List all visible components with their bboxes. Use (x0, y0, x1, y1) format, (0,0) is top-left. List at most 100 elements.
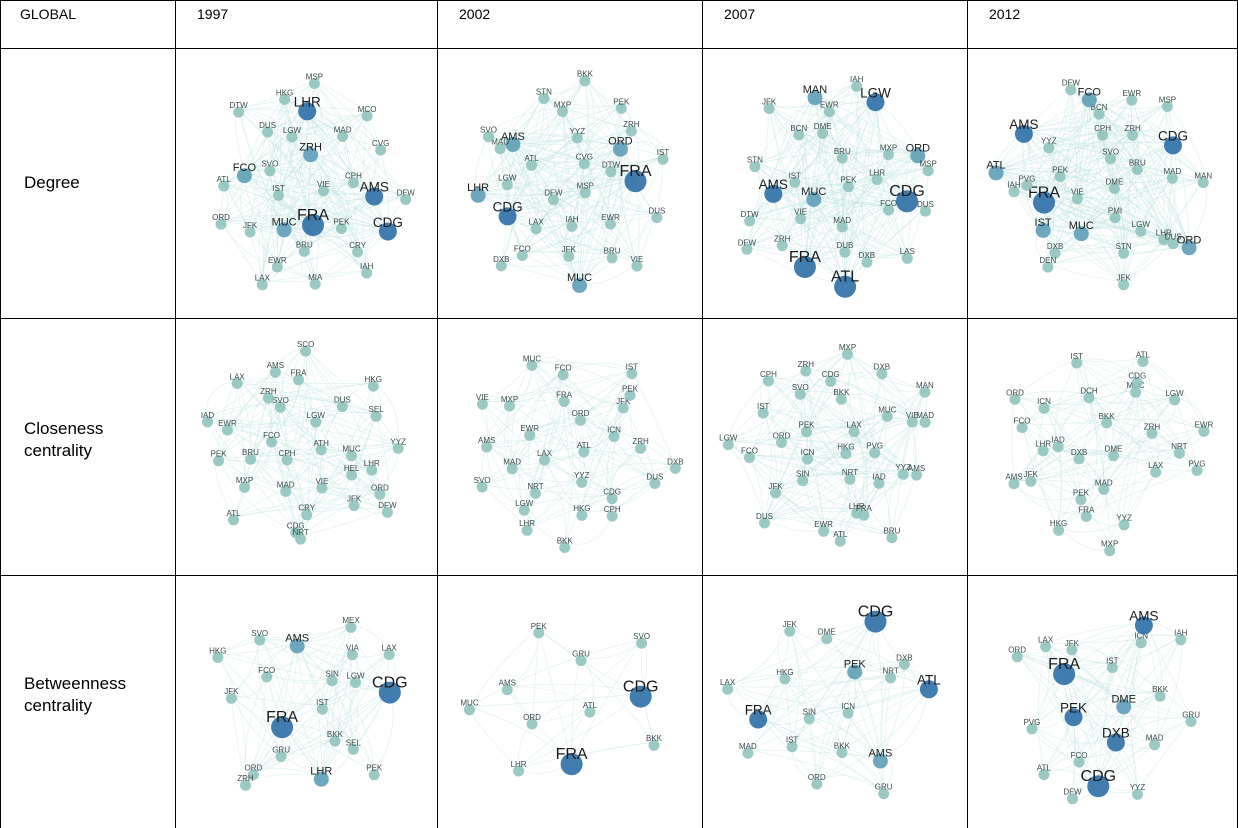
node-ist: IST (626, 363, 638, 380)
network-edge (284, 96, 342, 226)
airport-node (269, 366, 281, 378)
airport-label: BRU (296, 240, 313, 249)
airport-label: PVG (1018, 174, 1035, 183)
network-edge (531, 361, 632, 371)
network-edge (798, 131, 889, 154)
node-lgw: LGW (498, 174, 517, 191)
airport-label: JFK (768, 482, 783, 491)
node-dxb: DXB (1047, 242, 1063, 259)
airport-label: IST (657, 148, 670, 157)
airport-node (1038, 402, 1050, 414)
airport-node (776, 240, 788, 252)
airport-label: EWR (1195, 420, 1214, 429)
node-atl: ATL (986, 159, 1006, 181)
network-edge (231, 695, 246, 783)
network-edge (218, 394, 269, 458)
airport-node (1131, 377, 1143, 389)
node-bru: BRU (834, 147, 851, 164)
node-stn: STN (747, 156, 763, 173)
node-cph: CPH (1094, 124, 1111, 141)
network-edge (1026, 182, 1174, 241)
network-edge (284, 96, 316, 282)
airport-node (803, 713, 815, 725)
airport-node (392, 442, 404, 454)
network-edge (773, 83, 857, 192)
network-edge (253, 679, 356, 772)
network-edge (1058, 396, 1175, 528)
airport-node (254, 634, 266, 646)
network-degree-2012: DMEVIESVOPMIPEKBRUMUCCPHLGWFRAZRHSTNYYZM… (986, 79, 1212, 291)
node-mxp: MXP (501, 395, 518, 412)
network-edge (621, 105, 664, 157)
airport-label: BRU (604, 247, 621, 256)
network-edge (245, 642, 298, 783)
network-edge (773, 152, 918, 192)
node-atl: ATL (1037, 764, 1051, 781)
network-edge (253, 768, 322, 777)
airport-node (836, 747, 848, 759)
network-edge (1076, 359, 1114, 454)
node-jfk: JFK (616, 397, 631, 414)
airport-label: LGW (719, 434, 738, 443)
airport-node (271, 716, 294, 739)
network-edge (1103, 467, 1198, 487)
network-edge (284, 96, 406, 197)
network-edge (764, 378, 831, 521)
node-lhr: LHR (1035, 440, 1051, 457)
network-edge (262, 108, 308, 282)
airport-label: FCO (233, 162, 257, 174)
network-edge (764, 517, 893, 536)
airport-label: MAD (277, 480, 295, 489)
airport-label: FRA (1048, 656, 1080, 673)
network-edge (814, 94, 889, 208)
node-dme: DME (818, 628, 836, 645)
airport-label: VIE (317, 180, 330, 189)
node-vie: VIE (315, 477, 328, 494)
node-gru: GRU (272, 745, 290, 762)
airport-label: CPH (279, 449, 296, 458)
network-edge (728, 441, 917, 473)
airport-label: AMS (499, 679, 516, 688)
network-edge (805, 367, 925, 390)
network-edge (1047, 263, 1124, 282)
airport-label: LAX (529, 218, 545, 227)
node-mxp: MXP (839, 343, 856, 360)
node-bru: BRU (883, 527, 901, 544)
node-bkk: BKK (1152, 685, 1169, 702)
network-edge (217, 624, 352, 655)
airport-label: DFW (378, 501, 397, 510)
airport-node (1075, 494, 1087, 506)
network-edge (544, 432, 615, 458)
airport-node (657, 153, 669, 165)
airport-label: VIE (476, 393, 489, 402)
airport-node (302, 214, 324, 237)
node-ist: IST (786, 736, 798, 753)
node-ord: ORD (245, 764, 263, 781)
airport-node (539, 454, 550, 466)
node-jfk: JFK (1116, 274, 1131, 291)
airport-node (315, 444, 327, 456)
airport-node (612, 141, 628, 157)
node-ist: IST (316, 698, 329, 715)
airport-node (464, 704, 475, 716)
node-lgw: LGW (346, 671, 365, 688)
airport-node (881, 410, 893, 422)
network-edge (469, 706, 572, 762)
node-dub: DUB (836, 241, 853, 258)
network-edge (1014, 390, 1090, 397)
network-edge (553, 196, 613, 256)
airport-node (624, 170, 647, 193)
network-edge (1123, 449, 1180, 522)
airport-label: VIA (346, 644, 360, 653)
node-vie: VIE (476, 393, 489, 410)
airport-node (770, 487, 781, 499)
node-lax: LAX (382, 644, 397, 661)
network-edge (1102, 132, 1190, 246)
node-bru: BRU (242, 448, 259, 465)
airport-node (300, 345, 312, 357)
airport-node (346, 450, 357, 462)
network-edge (1072, 622, 1145, 796)
network-edge (531, 362, 656, 481)
network-edge (562, 108, 636, 179)
node-fra: FRA (266, 709, 298, 739)
